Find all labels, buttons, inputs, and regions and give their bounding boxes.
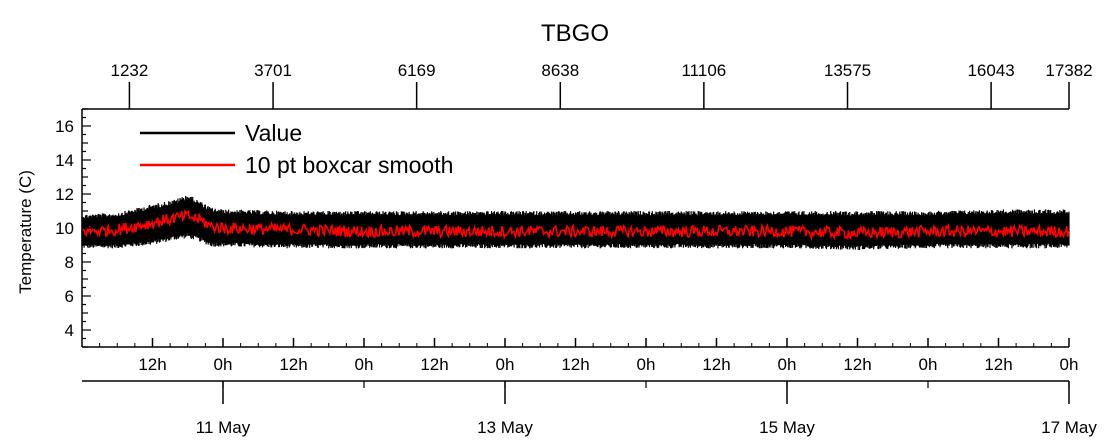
top-tick-label: 11106 — [681, 61, 726, 80]
date-tick-label: 11 May — [196, 418, 251, 437]
top-tick-label: 1232 — [111, 61, 149, 80]
hour-tick-label: 12h — [702, 355, 730, 374]
y-axis-label: Temperature (C) — [16, 170, 35, 294]
date-tick-label: 17 May — [1041, 418, 1097, 437]
hour-tick-label: 12h — [843, 355, 871, 374]
top-tick-label: 17382 — [1045, 61, 1092, 80]
hour-tick-label: 0h — [355, 355, 374, 374]
hour-tick-label: 0h — [919, 355, 938, 374]
chart-title: TBGO — [541, 20, 609, 47]
hour-tick-label: 0h — [214, 355, 233, 374]
series-layer — [81, 195, 1070, 250]
series-smooth-trace — [81, 208, 1070, 242]
hour-tick-label: 0h — [1060, 355, 1079, 374]
hour-tick-label: 0h — [778, 355, 797, 374]
hour-tick-label: 12h — [561, 355, 589, 374]
y-tick-label: 12 — [55, 185, 74, 204]
top-tick-label: 13575 — [824, 61, 871, 80]
hour-tick-label: 12h — [279, 355, 307, 374]
date-tick-label: 13 May — [477, 418, 533, 437]
axes-layer: 4 6 8 10 12 14 16 1232 3701 6169 8638 11106 13575 160… — [55, 61, 1097, 437]
y-tick-label: 6 — [65, 287, 74, 306]
hour-tick-label: 0h — [496, 355, 515, 374]
hour-tick-label: 12h — [138, 355, 166, 374]
y-tick-label: 8 — [65, 253, 74, 272]
top-tick-label: 3701 — [254, 61, 292, 80]
hour-tick-label: 12h — [984, 355, 1012, 374]
y-tick-label: 10 — [55, 219, 74, 238]
top-tick-label: 6169 — [398, 61, 436, 80]
y-tick-label: 16 — [55, 117, 74, 136]
date-tick-label: 15 May — [759, 418, 815, 437]
series-value-trace — [81, 195, 1070, 250]
legend: Value 10 pt boxcar smooth — [140, 120, 453, 178]
hour-tick-label: 12h — [420, 355, 448, 374]
y-tick-label: 4 — [65, 321, 74, 340]
top-tick-label: 16043 — [967, 61, 1014, 80]
legend-label-value: Value — [245, 120, 302, 146]
legend-label-smooth: 10 pt boxcar smooth — [245, 152, 453, 178]
y-tick-label: 14 — [55, 151, 74, 170]
hour-tick-label: 0h — [637, 355, 656, 374]
top-tick-label: 8638 — [541, 61, 579, 80]
